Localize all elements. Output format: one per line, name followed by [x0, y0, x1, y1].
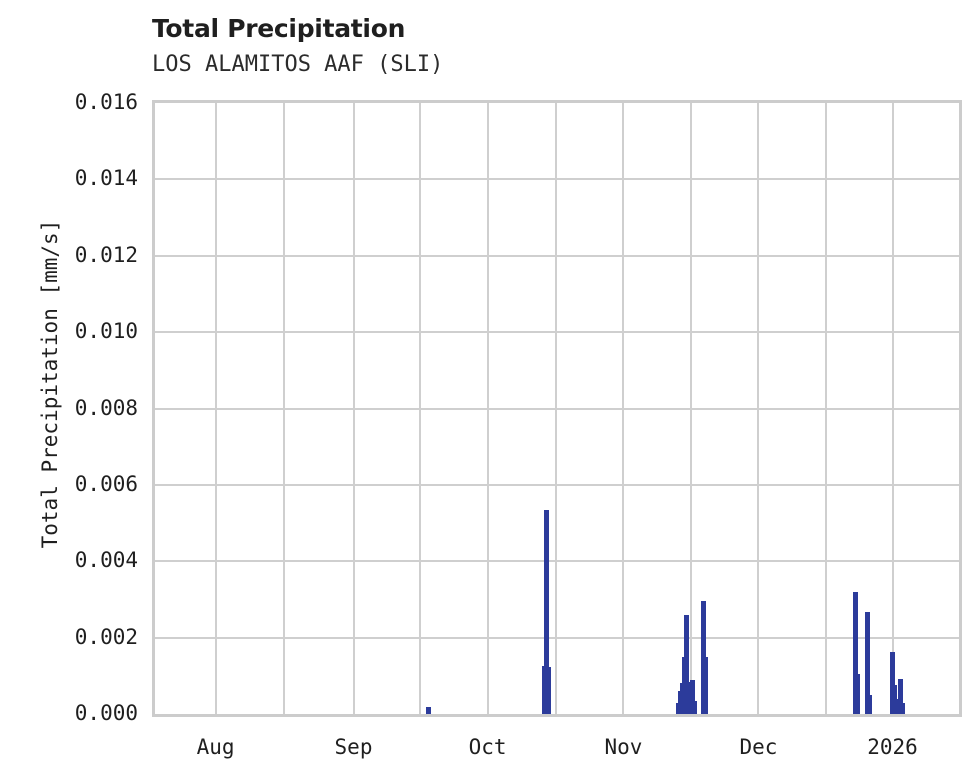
- x-axis-tick-label: Dec: [739, 735, 778, 759]
- gridline-vertical: [214, 103, 217, 714]
- y-axis-tick-label: 0.004: [74, 548, 138, 573]
- x-axis-tick-label: Nov: [604, 735, 643, 759]
- bar: [543, 509, 549, 714]
- bar: [890, 651, 895, 714]
- gridline-vertical-minor: [554, 103, 557, 714]
- gridline-horizontal: [155, 178, 959, 181]
- gridline-vertical: [891, 103, 894, 714]
- gridline-horizontal: [155, 407, 959, 410]
- gridline-vertical: [757, 103, 760, 714]
- plot-area: [152, 100, 962, 717]
- gridline-horizontal: [155, 560, 959, 563]
- bar: [683, 614, 689, 714]
- gridline-horizontal: [155, 636, 959, 639]
- x-axis-tick-label: Sep: [334, 735, 373, 759]
- bar-series: [155, 103, 959, 714]
- gridline-vertical-minor: [690, 103, 693, 714]
- bar: [892, 685, 898, 714]
- y-axis-tick-label: 0.000: [74, 701, 138, 725]
- bar: [692, 700, 698, 714]
- bar: [899, 702, 905, 714]
- gridline-horizontal: [155, 331, 959, 334]
- y-axis-tick-label: 0.010: [74, 319, 138, 344]
- bar: [690, 679, 696, 714]
- bar: [855, 673, 861, 714]
- bar: [545, 667, 551, 714]
- bar: [897, 678, 903, 714]
- grid-lines: [155, 103, 959, 714]
- x-axis-tick-label: Aug: [196, 735, 235, 759]
- y-axis-tick-label: 0.014: [74, 166, 138, 191]
- y-axis-tick-label: 0.008: [74, 395, 138, 420]
- x-axis-tick-label: Oct: [468, 735, 507, 759]
- chart-subtitle: LOS ALAMITOS AAF (SLI): [152, 52, 444, 77]
- gridline-horizontal: [155, 483, 959, 486]
- bar: [426, 707, 432, 714]
- gridline-vertical-minor: [283, 103, 286, 714]
- y-axis-tick-label: 0.016: [74, 90, 138, 114]
- gridline-vertical-minor: [824, 103, 827, 714]
- bar: [703, 656, 709, 714]
- y-axis-tick-label: 0.012: [74, 242, 138, 267]
- gridline-vertical-minor: [419, 103, 422, 714]
- gridline-horizontal: [155, 254, 959, 257]
- chart-title: Total Precipitation: [152, 14, 406, 43]
- bar: [685, 681, 691, 714]
- y-axis-tick-label: 0.002: [74, 624, 138, 649]
- gridline-vertical: [352, 103, 355, 714]
- bar: [853, 591, 859, 714]
- gridline-vertical: [486, 103, 489, 714]
- gridline-vertical: [622, 103, 625, 714]
- bar: [867, 694, 873, 714]
- bar: [865, 611, 871, 714]
- y-axis-tick-label: 0.006: [74, 471, 138, 496]
- x-axis-tick-label: 2026: [867, 735, 918, 759]
